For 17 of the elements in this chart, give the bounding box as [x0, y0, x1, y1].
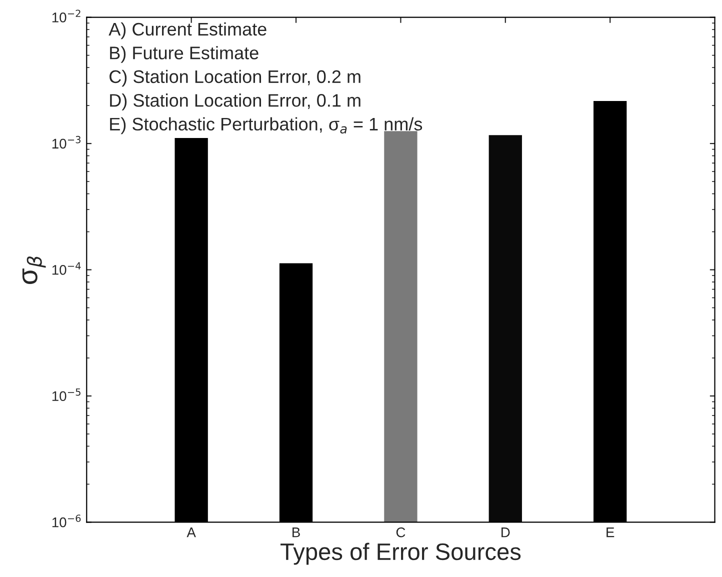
x-tick-label: A [186, 528, 196, 538]
annotation: C) Station Location Error, 0.2 m [110, 70, 360, 87]
y-axis-title: σ$_{β}$ [22, 256, 46, 284]
y-tick-label: 10$^{−4}$ [52, 262, 81, 275]
x-tick-label: D [502, 528, 510, 538]
y-tick-label: 10$^{−2}$ [52, 10, 80, 22]
x-tick-label: E [606, 528, 614, 538]
annotation: B) Future Estimate [110, 46, 258, 63]
x-axis-title: Types of Error Sources [280, 542, 521, 565]
annotation: E) Stochastic Perturbation, σ$_{a}$ = 1 nm/s [110, 117, 422, 134]
x-tick-label: C [396, 527, 406, 538]
y-tick-label: 10$^{−6}$ [52, 514, 81, 528]
annotation: D) Station Location Error, 0.1 m [110, 94, 360, 110]
y-tick-label: 10$^{−3}$ [52, 136, 80, 149]
annotation: A) Current Estimate [108, 22, 266, 40]
x-tick-label: B [292, 528, 300, 538]
y-tick-label: 10$^{−5}$ [52, 388, 80, 402]
